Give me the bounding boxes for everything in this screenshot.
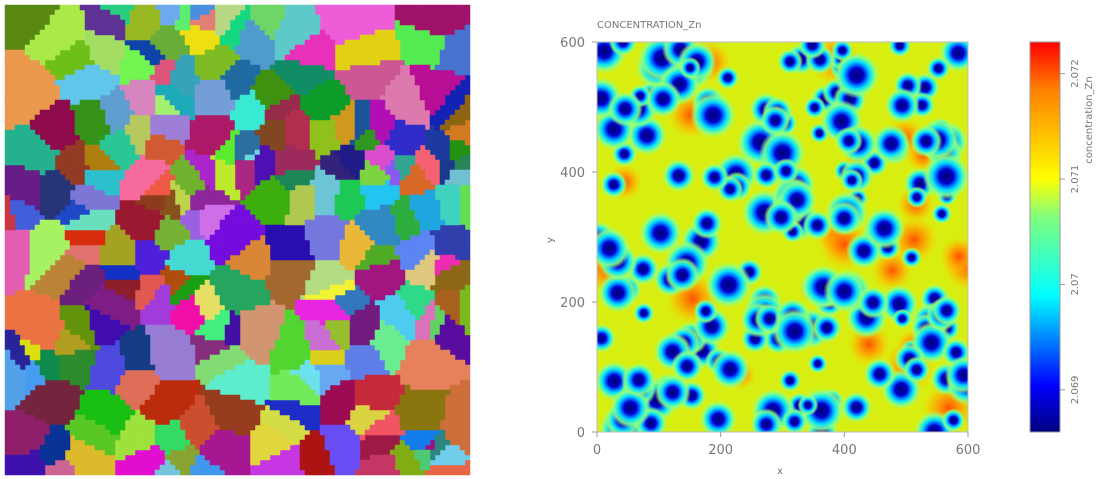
blob (760, 105, 791, 136)
y-tick-label: 600 (560, 36, 585, 51)
blob (700, 163, 729, 192)
blob (662, 159, 696, 193)
x-tick-label: 0 (593, 443, 601, 458)
y-axis-label: y (545, 237, 556, 243)
blob (691, 207, 723, 239)
colorbar-label: concentration_Zn (1084, 76, 1095, 163)
heatmap-field (579, 28, 990, 453)
blob (750, 408, 783, 441)
blob (803, 96, 826, 119)
blob (931, 203, 952, 224)
blob (910, 125, 942, 157)
blob (835, 127, 863, 155)
chart-title: CONCENTRATION_Zn (597, 20, 701, 31)
blob (903, 356, 930, 383)
x-tick-label: 600 (956, 443, 981, 458)
grain-map (5, 5, 470, 475)
blob (588, 227, 630, 269)
blob (931, 295, 962, 326)
grain (125, 5, 160, 40)
colorbar-tick-label: 2.07 (1070, 273, 1081, 295)
blob (841, 391, 873, 423)
grain (100, 265, 140, 280)
blob (781, 408, 807, 434)
y-tick-label: 0 (577, 426, 585, 441)
blob (587, 324, 617, 354)
blob (607, 91, 643, 127)
blob (926, 56, 950, 80)
blob (779, 369, 802, 392)
figure: CONCENTRATION_Zn x y concentration_Zn 0 2… (0, 0, 1096, 479)
blob (823, 270, 865, 312)
blob (773, 158, 799, 184)
grain (65, 230, 105, 245)
blob (922, 153, 970, 201)
blob (665, 257, 700, 292)
blob (600, 171, 628, 199)
blob (690, 92, 737, 139)
y-tick-label: 200 (560, 296, 585, 311)
blob (827, 201, 862, 236)
blob (863, 358, 896, 391)
blob (777, 49, 803, 75)
x-tick-label: 200 (708, 443, 733, 458)
grain (460, 185, 470, 230)
blob (710, 349, 750, 389)
hotspot (939, 237, 978, 276)
grain (310, 350, 345, 365)
blob (945, 356, 983, 394)
blob (654, 374, 690, 410)
blob (831, 39, 853, 61)
blob (764, 200, 799, 235)
blob (840, 169, 863, 192)
colorbar-tick-label: 2.069 (1070, 376, 1081, 405)
colorbar-tick-label: 2.071 (1070, 165, 1081, 194)
blob (693, 299, 718, 324)
y-tick-label: 400 (560, 166, 585, 181)
blob (892, 309, 912, 329)
x-tick-label: 400 (832, 443, 857, 458)
blob (888, 34, 912, 58)
blob (633, 302, 655, 324)
grain (285, 110, 310, 150)
blob (621, 362, 656, 397)
blob (679, 57, 701, 79)
colorbar (1030, 42, 1060, 432)
blob (942, 408, 966, 432)
blob (808, 354, 828, 374)
blob (901, 247, 922, 268)
blob (772, 308, 818, 354)
x-axis-label: x (777, 466, 783, 477)
blob (798, 31, 827, 60)
blob (906, 186, 928, 208)
blob (884, 88, 919, 123)
blob (716, 66, 740, 90)
colorbar-tick-label: 2.072 (1070, 59, 1081, 88)
blob (863, 207, 905, 249)
